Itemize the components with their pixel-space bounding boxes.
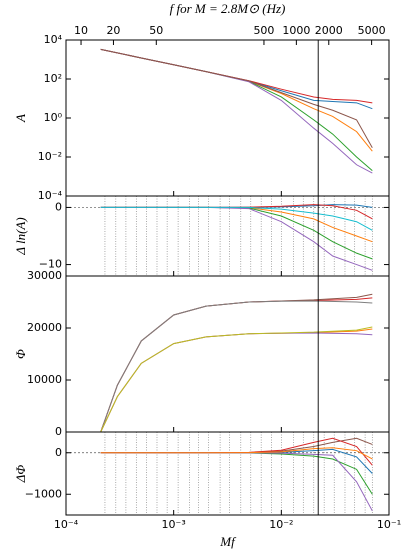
data-line xyxy=(100,48,373,104)
data-line xyxy=(100,206,373,260)
x2-tick-label: 500 xyxy=(253,24,274,37)
data-line xyxy=(100,48,373,148)
x-axis-label: Mf xyxy=(219,534,237,549)
y-tick-label: 10⁻⁴ xyxy=(38,189,63,202)
data-line xyxy=(100,206,373,231)
data-line xyxy=(100,332,373,432)
data-line xyxy=(100,326,373,432)
y-tick-label: −10 xyxy=(39,258,62,271)
y-tick-label: 0 xyxy=(55,446,62,459)
x2-tick-label: 20 xyxy=(106,24,120,37)
x2-tick-label: 1000 xyxy=(282,24,310,37)
x-tick-label: 10⁻² xyxy=(269,518,293,531)
plot-area xyxy=(100,48,373,174)
x2-tick-label: 10 xyxy=(74,24,88,37)
x2-tick-label: 5000 xyxy=(358,24,386,37)
y-tick-label: 10⁻² xyxy=(38,150,62,163)
x2-tick-label: 2000 xyxy=(315,24,343,37)
y-tick-label: 10² xyxy=(44,72,62,85)
data-line xyxy=(100,452,373,495)
y-tick-label: 0 xyxy=(55,200,62,213)
y-tick-label: 10000 xyxy=(27,373,62,386)
plot-area xyxy=(66,196,389,276)
y-tick-label: −1000 xyxy=(25,487,62,500)
data-line xyxy=(100,452,373,512)
y-tick-label: 0 xyxy=(55,425,62,438)
data-line xyxy=(100,48,373,152)
y-axis-label: ΔΦ xyxy=(13,465,28,484)
panel-frame xyxy=(65,39,390,197)
x2-tick-label: 50 xyxy=(149,24,163,37)
x2-axis-label: f for M = 2.8M⊙ (Hz) xyxy=(170,1,286,16)
x-tick-label: 10⁻⁴ xyxy=(54,518,79,531)
data-line xyxy=(100,300,373,432)
data-line xyxy=(100,206,373,243)
x-tick-label: 10⁻³ xyxy=(162,518,186,531)
x-tick-label: 10⁻¹ xyxy=(377,518,401,531)
data-line xyxy=(100,204,373,220)
y-tick-label: 10⁴ xyxy=(44,33,63,46)
data-line xyxy=(100,206,373,271)
data-line xyxy=(100,297,373,432)
panel-frame xyxy=(65,431,390,516)
y-tick-label: 10⁰ xyxy=(44,111,63,124)
y-axis-label: A xyxy=(13,114,28,123)
data-line xyxy=(100,328,373,432)
data-line xyxy=(100,48,373,174)
y-tick-label: 30000 xyxy=(27,269,62,282)
data-line xyxy=(100,437,373,454)
data-line xyxy=(100,447,373,460)
y-tick-label: 20000 xyxy=(27,321,62,334)
y-axis-label: Φ xyxy=(13,349,28,359)
plot-area xyxy=(66,432,389,515)
y-axis-label: Δ ln(A) xyxy=(13,217,28,255)
plot-area xyxy=(100,293,373,432)
